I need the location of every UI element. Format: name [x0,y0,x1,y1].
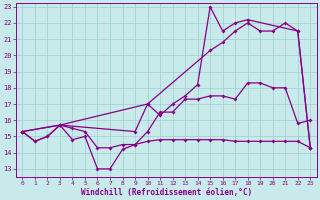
X-axis label: Windchill (Refroidissement éolien,°C): Windchill (Refroidissement éolien,°C) [81,188,252,197]
